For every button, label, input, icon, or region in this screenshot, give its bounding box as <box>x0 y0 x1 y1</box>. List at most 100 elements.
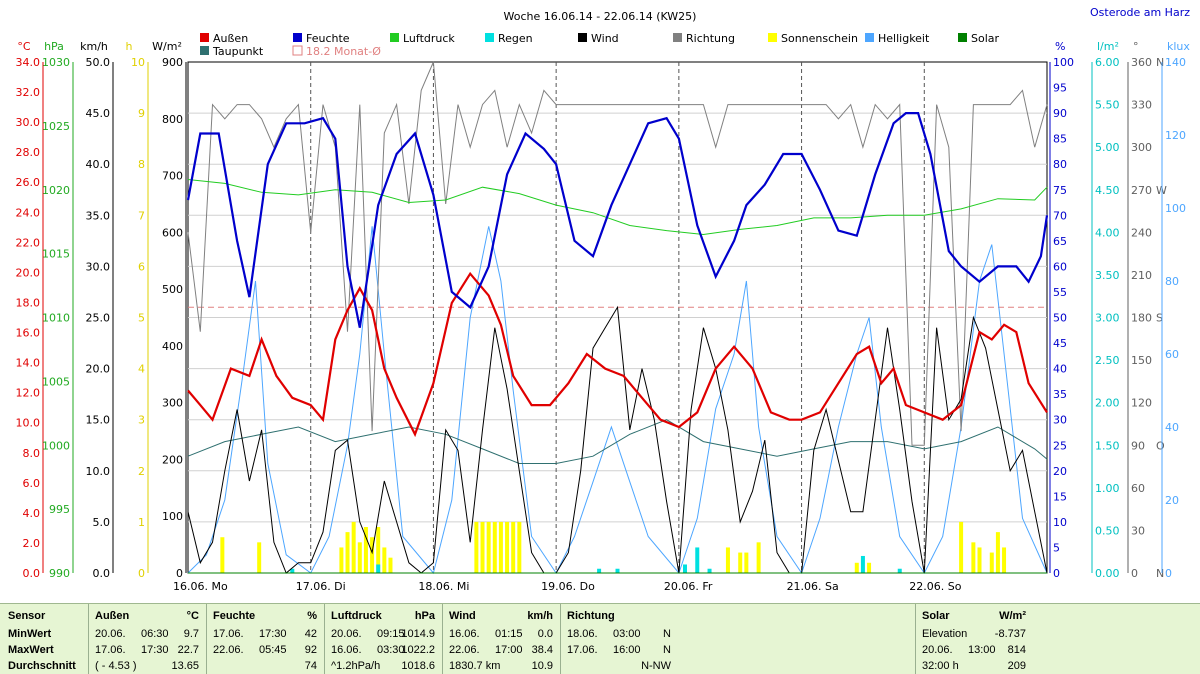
y-tick-label: 120 <box>1165 129 1186 142</box>
y-tick-label: 140 <box>1165 56 1186 69</box>
y-tick-label: 0 <box>1053 567 1060 580</box>
y-tick-label: 26.0 <box>16 176 41 189</box>
column-unit: hPa <box>414 610 435 622</box>
y-tick-label: 15.0 <box>86 414 111 427</box>
y-tick-label: 55 <box>1053 286 1067 299</box>
table-cell: Elevation <box>922 628 968 640</box>
y-tick-label: 35 <box>1053 388 1067 401</box>
y-tick-label: 40 <box>1053 363 1067 376</box>
auen-series-line <box>187 271 1048 438</box>
y-tick-label: 18.0 <box>16 296 41 309</box>
regen-bar <box>682 564 687 573</box>
table-cell: 17.06. <box>95 644 126 656</box>
sonnenschein-bar <box>977 547 982 573</box>
y-tick-label: 60 <box>1131 482 1145 495</box>
table-cell: 20.06. <box>95 628 126 640</box>
axis-unit-right: klux <box>1167 40 1190 53</box>
axis-unit-right: l/m² <box>1097 40 1119 53</box>
y-tick-label: 900 <box>162 56 183 69</box>
table-column: Solar W/m² Elevation -8.737 20.06. 13:00 814 32… <box>915 604 1032 674</box>
y-tick-label: 14.0 <box>16 357 41 370</box>
sonnenschein-bar <box>517 521 522 573</box>
feuchte-series-line <box>186 111 1049 328</box>
sonnenschein-bar <box>959 521 964 573</box>
y-tick-label: 95 <box>1053 82 1067 95</box>
sonnenschein-bar <box>220 537 225 573</box>
axis-unit-left: hPa <box>44 40 64 53</box>
table-cell: 17.06. <box>567 644 598 656</box>
y-tick-label: 1.50 <box>1095 439 1120 452</box>
y-tick-label: 75 <box>1053 184 1067 197</box>
y-tick-label: 80 <box>1165 275 1179 288</box>
y-tick-label: 28.0 <box>16 146 41 159</box>
y-tick-label: 5.50 <box>1095 99 1120 112</box>
y-tick-label: 10 <box>1053 516 1067 529</box>
y-tick-label: 100 <box>162 510 183 523</box>
table-cell-value: 10.9 <box>531 660 553 672</box>
regen-bar <box>707 568 712 573</box>
sonnenschein-bar <box>486 521 491 573</box>
legend-label: Taupunkt <box>212 45 264 58</box>
y-tick-label: 6.0 <box>23 477 41 490</box>
table-cell: 1830.7 km <box>449 660 501 672</box>
legend-label: Regen <box>498 32 533 45</box>
y-tick-label: 300 <box>162 397 183 410</box>
y-tick-label: 34.0 <box>16 56 41 69</box>
y-tick-label: 270 <box>1131 184 1152 197</box>
sonnenschein-bar <box>989 552 994 573</box>
y-tick-label: 700 <box>162 170 183 183</box>
x-tick-label: 16.06. Mo <box>173 580 228 593</box>
y-tick-label: 1005 <box>42 375 70 388</box>
column-header: Wind <box>449 610 476 622</box>
y-tick-label: 150 <box>1131 354 1152 367</box>
table-cell-value: 13.65 <box>171 660 199 672</box>
y-tick-label: 50 <box>1053 312 1067 325</box>
legend-label: Helligkeit <box>878 32 930 45</box>
table-cell: 03:30 <box>377 644 405 656</box>
y-tick-label: 2 <box>138 465 145 478</box>
y-tick-label: 1025 <box>42 120 70 133</box>
y-tick-label: 3 <box>138 414 145 427</box>
legend-label: Solar <box>971 32 1000 45</box>
regen-bar <box>376 564 381 573</box>
y-tick-label: 995 <box>49 503 70 516</box>
table-cell: 16.06. <box>449 628 480 640</box>
table-cell: 09:15 <box>377 628 405 640</box>
y-tick-label: 50.0 <box>86 56 111 69</box>
y-tick-label: 6 <box>138 260 145 273</box>
location-label: Osterode am Harz <box>1090 6 1190 19</box>
table-cell: ( - 4.53 ) <box>95 660 137 672</box>
sonnenschein-bar <box>345 532 350 573</box>
column-unit: W/m² <box>999 610 1026 622</box>
sonnenschein-bar <box>995 532 1000 573</box>
regen-bar <box>597 568 602 573</box>
y-tick-label: 45.0 <box>86 107 111 120</box>
y-tick-label: 25.0 <box>86 312 111 325</box>
y-tick-label: 85 <box>1053 133 1067 146</box>
table-cell: 01:15 <box>495 628 523 640</box>
column-header: Außen <box>95 610 130 622</box>
y-tick-label: 30 <box>1131 524 1145 537</box>
y-tick-label: 90 <box>1131 439 1145 452</box>
y-tick-label: 20.0 <box>16 266 41 279</box>
y-tick-label: 0 <box>1165 567 1172 580</box>
y-tick-label: 2.00 <box>1095 397 1120 410</box>
y-tick-label: 45 <box>1053 337 1067 350</box>
legend-swatch <box>485 33 494 42</box>
sonnenschein-bar <box>376 527 381 573</box>
y-tick-label: 10.0 <box>16 417 41 430</box>
axis-unit-right: % <box>1055 40 1065 53</box>
axis-unit-left: °C <box>17 40 31 53</box>
table-cell: ^1.2hPa/h <box>331 660 381 672</box>
legend-label: Wind <box>591 32 619 45</box>
x-tick-label: 21.06. Sa <box>787 580 839 593</box>
x-tick-label: 22.06. So <box>909 580 961 593</box>
table-cell: 03:00 <box>613 628 641 640</box>
x-tick-label: 20.06. Fr <box>664 580 713 593</box>
y-tick-label: 90 <box>1053 107 1067 120</box>
axes: 16.06. Mo 17.06. Di 18.06. Mi 19.06. Do 20.0… <box>16 40 1191 593</box>
sonnenschein-bar <box>854 562 859 573</box>
table-cell: 06:30 <box>141 628 169 640</box>
plot-area <box>186 61 1049 575</box>
table-cell-value: -8.737 <box>994 628 1026 640</box>
